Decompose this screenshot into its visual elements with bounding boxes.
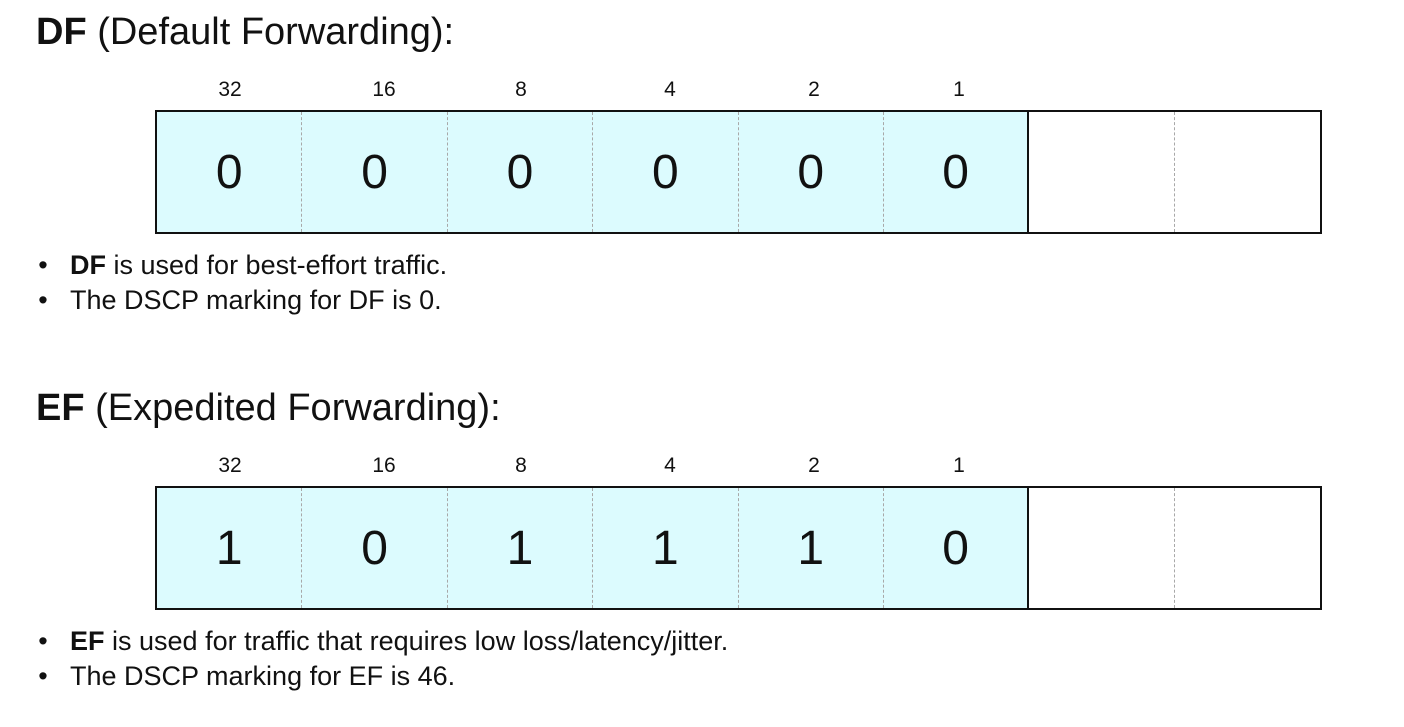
ef-bit-8 <box>1175 488 1320 608</box>
ef-weight-1: 1 <box>953 454 965 477</box>
df-bit-7 <box>1029 112 1175 232</box>
ef-bullet-2-text: The DSCP marking for EF is 46. <box>70 661 456 691</box>
ef-bullet-1-bold: EF <box>70 626 105 656</box>
df-weight-4: 4 <box>664 78 676 101</box>
ef-bullet-1-text: is used for traffic that requires low lo… <box>104 626 729 656</box>
ef-bit-weights: 32 16 8 4 2 1 <box>156 454 1031 478</box>
ef-heading-abbr: EF <box>36 387 85 429</box>
df-heading-title: (Default Forwarding): <box>86 11 455 53</box>
df-bit-5: 0 <box>738 112 884 232</box>
df-bit-4: 0 <box>593 112 739 232</box>
bullet-dot-icon: • <box>38 285 48 315</box>
ef-bit-2: 0 <box>302 488 448 608</box>
ef-bit-1: 1 <box>157 488 303 608</box>
ef-heading: EF (Expedited Forwarding): <box>36 386 501 430</box>
ef-bullet-1: • EF is used for traffic that requires lo… <box>36 624 728 659</box>
ef-weight-2: 2 <box>808 454 820 477</box>
ef-bit-6: 0 <box>883 488 1030 608</box>
ef-bit-7 <box>1029 488 1175 608</box>
df-heading-abbr: DF <box>36 11 87 53</box>
ef-bit-5: 1 <box>738 488 884 608</box>
df-bit-1: 0 <box>157 112 303 232</box>
df-bit-2: 0 <box>302 112 448 232</box>
bullet-dot-icon: • <box>38 626 48 656</box>
df-bullet-list: • DF is used for best-effort traffic. • Th… <box>36 248 447 318</box>
df-weight-32: 32 <box>218 78 242 101</box>
ef-bullet-list: • EF is used for traffic that requires lo… <box>36 624 728 694</box>
ef-bit-4: 1 <box>593 488 739 608</box>
df-tos-byte: 0 0 0 0 0 0 <box>155 110 1322 234</box>
df-bit-weights: 32 16 8 4 2 1 <box>156 78 1031 102</box>
ef-weight-8: 8 <box>515 454 527 477</box>
ef-bullet-2: • The DSCP marking for EF is 46. <box>36 659 728 694</box>
df-bullet-1-text: is used for best-effort traffic. <box>106 250 448 280</box>
ef-weight-4: 4 <box>664 454 676 477</box>
df-heading: DF (Default Forwarding): <box>36 10 454 54</box>
df-bit-3: 0 <box>447 112 594 232</box>
ef-weight-32: 32 <box>218 454 242 477</box>
bullet-dot-icon: • <box>38 250 48 280</box>
ef-bit-3: 1 <box>447 488 594 608</box>
df-weight-16: 16 <box>372 78 396 101</box>
ef-heading-title: (Expedited Forwarding): <box>84 387 501 429</box>
df-weight-2: 2 <box>808 78 820 101</box>
df-bullet-1-bold: DF <box>70 250 106 280</box>
ef-tos-byte: 1 0 1 1 1 0 <box>155 486 1322 610</box>
df-bit-6: 0 <box>883 112 1030 232</box>
df-weight-1: 1 <box>953 78 965 101</box>
df-bit-8 <box>1175 112 1320 232</box>
df-weight-8: 8 <box>515 78 527 101</box>
df-bullet-2: • The DSCP marking for DF is 0. <box>36 283 447 318</box>
ef-weight-16: 16 <box>372 454 396 477</box>
df-bullet-2-text: The DSCP marking for DF is 0. <box>70 285 442 315</box>
bullet-dot-icon: • <box>38 661 48 691</box>
df-bullet-1: • DF is used for best-effort traffic. <box>36 248 447 283</box>
